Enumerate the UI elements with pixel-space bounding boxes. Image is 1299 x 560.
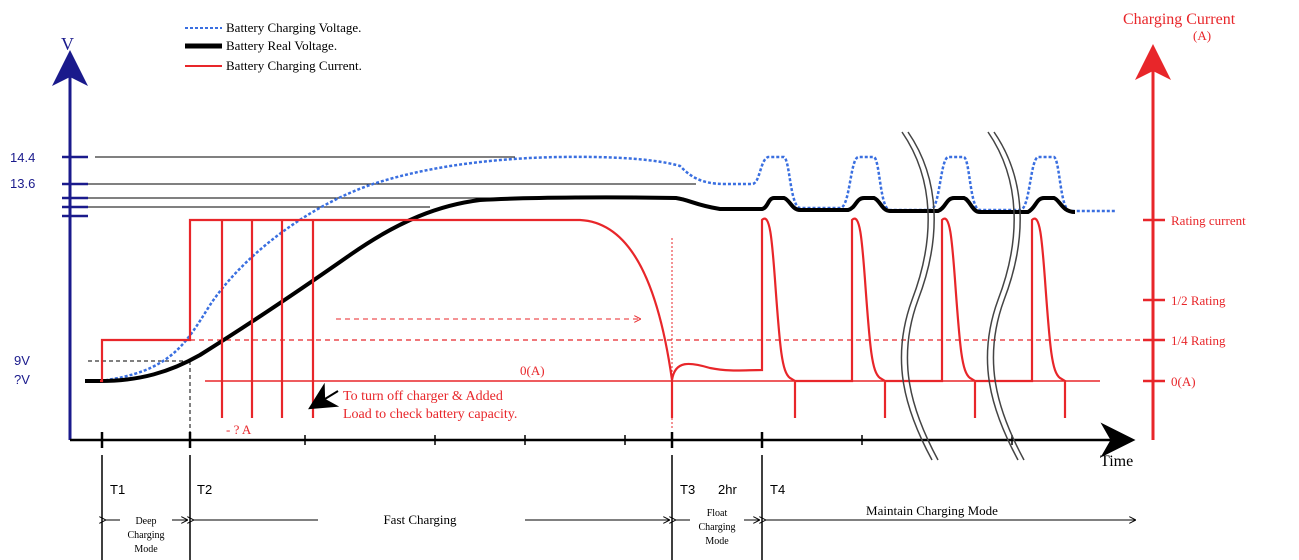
right-axis-unit: (A) <box>1193 28 1211 43</box>
right-tick-half: 1/2 Rating <box>1171 293 1226 308</box>
time-break-marks <box>900 131 1025 461</box>
annotation-arrow <box>308 382 340 410</box>
negative-current-label: - ? A <box>226 422 252 437</box>
phase-dividers: T1 T2 T3 2hr T4 <box>101 455 785 560</box>
time-label-t3: T3 <box>680 482 695 497</box>
time-label-t1: T1 <box>110 482 125 497</box>
mode-deep-line1: Deep <box>135 516 156 527</box>
x-axis: Time <box>70 422 1136 470</box>
mode-float-line1: Float <box>707 508 728 519</box>
annotation-line1: To turn off charger & Added <box>343 389 503 404</box>
time-label-t4: T4 <box>770 482 785 497</box>
time-label-2hr: 2hr <box>718 482 737 497</box>
mode-deep-line3: Mode <box>134 544 158 555</box>
tick-label-9v: 9V <box>14 353 30 368</box>
left-axis-label: V <box>61 34 74 54</box>
right-tick-zero: 0(A) <box>1171 374 1196 389</box>
legend: Battery Charging Voltage. Battery Real V… <box>185 20 362 73</box>
charging-voltage-curve <box>99 155 1115 383</box>
right-tick-quarter: 1/4 Rating <box>1171 333 1226 348</box>
legend-charging-voltage: Battery Charging Voltage. <box>226 20 361 35</box>
left-axis: V 14.4 13.6 9V ?V <box>10 34 88 440</box>
legend-real-voltage: Battery Real Voltage. <box>226 38 337 53</box>
mode-float-line3: Mode <box>705 536 729 547</box>
mode-float-line2: Charging <box>698 522 735 533</box>
zero-current-label: 0(A) <box>520 363 545 378</box>
right-tick-rating: Rating current <box>1171 213 1246 228</box>
time-label-t2: T2 <box>197 482 212 497</box>
real-voltage-curve <box>85 195 1076 383</box>
tick-label-13-6: 13.6 <box>10 176 35 191</box>
x-axis-label: Time <box>1100 453 1133 470</box>
mode-labels: Deep Charging Mode Fast Charging Float C… <box>105 502 1135 555</box>
annotation-line2: Load to check battery capacity. <box>343 407 517 422</box>
tick-label-14-4: 14.4 <box>10 150 35 165</box>
mode-deep-line2: Charging <box>127 530 164 541</box>
tick-label-qv: ?V <box>14 372 30 387</box>
mode-maintain: Maintain Charging Mode <box>866 503 998 518</box>
right-axis-title: Charging Current <box>1123 11 1236 28</box>
legend-charging-current: Battery Charging Current. <box>226 58 362 73</box>
mode-fast: Fast Charging <box>383 512 457 527</box>
charging-current-curve <box>100 217 1067 418</box>
right-axis: Charging Current (A) Rating current 1/2 … <box>1123 11 1246 440</box>
